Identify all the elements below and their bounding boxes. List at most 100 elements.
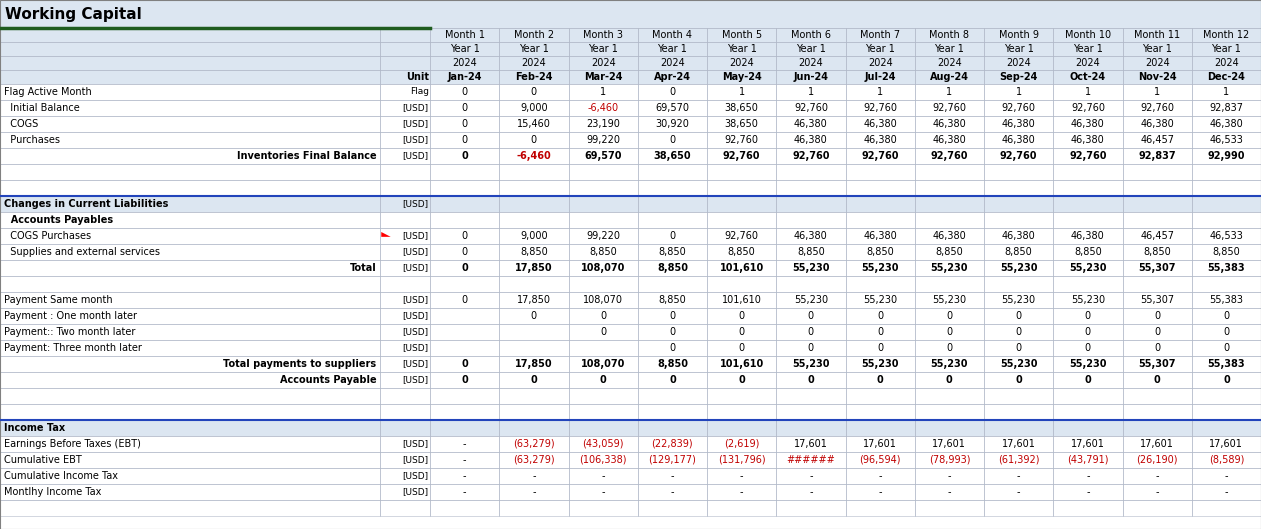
Text: Cumulative Income Tax: Cumulative Income Tax (4, 471, 117, 481)
Bar (1053, 260, 1122, 276)
Bar (1192, 148, 1261, 164)
Bar (1053, 56, 1122, 70)
Bar (984, 420, 1053, 436)
Text: 17,601: 17,601 (1209, 439, 1243, 449)
Text: -: - (601, 471, 605, 481)
Text: [USD]: [USD] (402, 471, 429, 480)
Text: (2,619): (2,619) (724, 439, 759, 449)
Bar (430, 132, 499, 148)
Text: 0: 0 (1154, 311, 1160, 321)
Text: [USD]: [USD] (402, 376, 429, 385)
Bar (0, 196, 380, 212)
Text: 92,760: 92,760 (792, 151, 830, 161)
Bar (914, 372, 984, 388)
Bar (707, 180, 777, 196)
Text: Jun-24: Jun-24 (793, 72, 828, 82)
Bar (1192, 260, 1261, 276)
Bar (1192, 468, 1261, 484)
Bar (707, 308, 777, 324)
Text: [USD]: [USD] (402, 488, 429, 497)
Bar (707, 324, 777, 340)
Text: 38,650: 38,650 (725, 103, 759, 113)
Bar (380, 148, 430, 164)
Text: 55,230: 55,230 (1071, 295, 1105, 305)
Text: Month 6: Month 6 (791, 30, 831, 40)
Text: Year 1: Year 1 (1212, 44, 1241, 54)
Bar (707, 436, 777, 452)
Bar (707, 116, 777, 132)
Text: -: - (463, 455, 467, 465)
Text: [USD]: [USD] (402, 327, 429, 336)
Bar (707, 292, 777, 308)
Bar (707, 228, 777, 244)
Text: 46,533: 46,533 (1209, 135, 1243, 145)
Text: (129,177): (129,177) (648, 455, 696, 465)
Bar (707, 484, 777, 500)
Text: 0: 0 (739, 311, 745, 321)
Bar (845, 42, 914, 56)
Bar (707, 212, 777, 228)
Text: 92,760: 92,760 (1001, 103, 1035, 113)
Bar (984, 260, 1053, 276)
Bar (1053, 372, 1122, 388)
Bar (0, 0, 1261, 28)
Bar (914, 468, 984, 484)
Text: 38,650: 38,650 (653, 151, 691, 161)
Text: Month 2: Month 2 (513, 30, 554, 40)
Bar (707, 276, 777, 292)
Text: 55,230: 55,230 (861, 359, 899, 369)
Bar (638, 404, 707, 420)
Bar (569, 100, 638, 116)
Bar (1053, 308, 1122, 324)
Bar (499, 180, 569, 196)
Bar (1053, 420, 1122, 436)
Text: 0: 0 (1223, 311, 1229, 321)
Bar (777, 436, 845, 452)
Text: 17,601: 17,601 (1140, 439, 1174, 449)
Bar (638, 56, 707, 70)
Bar (430, 372, 499, 388)
Bar (380, 196, 430, 212)
Bar (1053, 324, 1122, 340)
Bar (638, 388, 707, 404)
Bar (1192, 420, 1261, 436)
Bar (707, 260, 777, 276)
Text: 2024: 2024 (1214, 58, 1238, 68)
Bar (1192, 28, 1261, 42)
Bar (1053, 340, 1122, 356)
Bar (777, 164, 845, 180)
Text: 55,383: 55,383 (1209, 295, 1243, 305)
Text: Year 1: Year 1 (450, 44, 479, 54)
Text: Month 11: Month 11 (1134, 30, 1180, 40)
Bar (707, 148, 777, 164)
Bar (499, 228, 569, 244)
Bar (380, 56, 430, 70)
Text: [USD]: [USD] (402, 135, 429, 144)
Bar (707, 244, 777, 260)
Bar (0, 196, 1261, 212)
Bar (914, 212, 984, 228)
Bar (0, 100, 1261, 116)
Bar (1192, 356, 1261, 372)
Bar (845, 484, 914, 500)
Bar (1053, 500, 1122, 516)
Text: 8,850: 8,850 (936, 247, 963, 257)
Bar (430, 388, 499, 404)
Bar (0, 356, 1261, 372)
Bar (1053, 276, 1122, 292)
Text: 46,380: 46,380 (932, 135, 966, 145)
Bar (0, 340, 380, 356)
Bar (430, 276, 499, 292)
Bar (380, 244, 430, 260)
Text: COGS: COGS (4, 119, 38, 129)
Text: -: - (463, 439, 467, 449)
Text: Month 9: Month 9 (999, 30, 1039, 40)
Text: 92,760: 92,760 (931, 151, 968, 161)
Text: [USD]: [USD] (402, 199, 429, 208)
Text: Month 3: Month 3 (583, 30, 623, 40)
Bar (984, 42, 1053, 56)
Bar (0, 164, 380, 180)
Text: Year 1: Year 1 (796, 44, 826, 54)
Text: 0: 0 (462, 151, 468, 161)
Text: 8,850: 8,850 (1213, 247, 1241, 257)
